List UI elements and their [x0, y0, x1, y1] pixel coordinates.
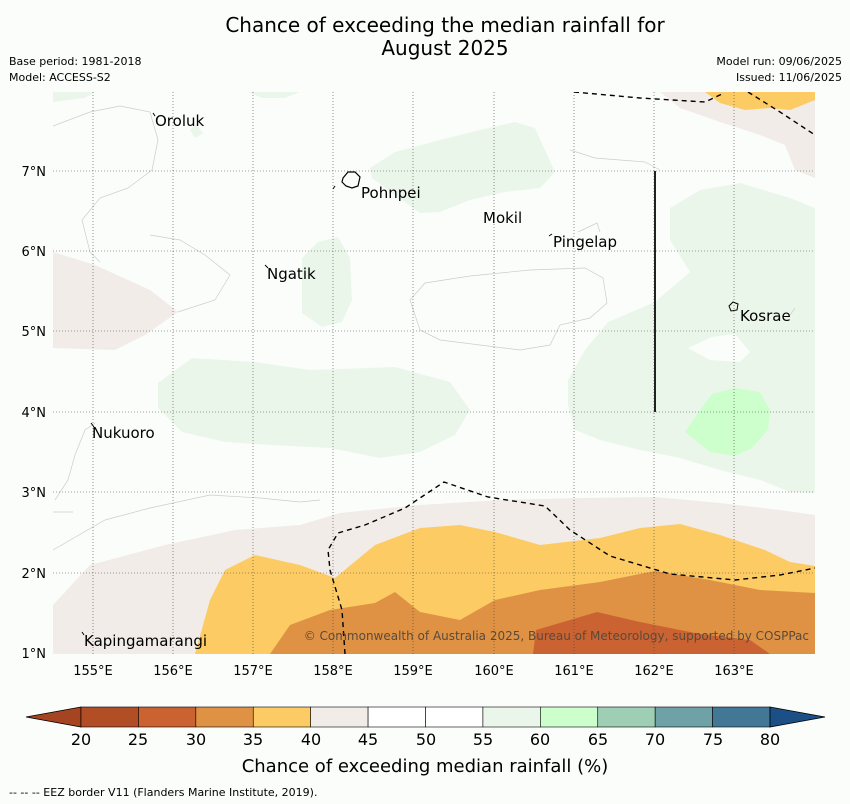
colorbar-tick: 25	[128, 730, 148, 749]
colorbar-tick: 20	[71, 730, 91, 749]
region-40-45-northeast	[660, 92, 815, 178]
label-pingelap: Pingelap	[553, 233, 617, 251]
meta-right: Model run: 09/06/2025 Issued: 11/06/2025	[716, 54, 842, 86]
base-period-text: Base period: 1981-2018	[9, 55, 142, 68]
label-mokil: Mokil	[483, 209, 522, 227]
title-line-1: Chance of exceeding the median rainfall …	[225, 13, 665, 37]
gridlines	[53, 92, 815, 654]
y-tick-label: 5°N	[22, 325, 47, 340]
title-line-2: August 2025	[381, 36, 509, 60]
region-60-65-kosrae	[685, 388, 770, 456]
colorbar-segment	[80, 706, 139, 728]
colorbar-segment	[540, 706, 599, 728]
region-55-60-pohnpei	[370, 122, 555, 213]
colorbar-extension-low	[25, 706, 82, 728]
region-40-45-southwest	[53, 252, 178, 350]
map-plot: Oroluk Pohnpei Mokil Pingelap Ngatik Kos…	[53, 92, 815, 654]
copyright-text: © Commonwealth of Australia 2025, Bureau…	[304, 629, 809, 643]
atoll-marks	[81, 112, 553, 636]
contour-lines	[53, 105, 796, 551]
map-title: Chance of exceeding the median rainfall …	[0, 14, 850, 60]
colorbar-tick-labels: 20 25 30 35 40 45 50 55 60 65 70 75 80	[71, 730, 780, 749]
colorbar-tick: 50	[416, 730, 436, 749]
label-ngatik: Ngatik	[267, 265, 316, 283]
region-55-60-central	[158, 358, 470, 458]
x-tick-label: 160°E	[474, 664, 514, 679]
colorbar-tick: 80	[760, 730, 780, 749]
colorbar-segment	[252, 706, 311, 728]
region-55-60-oroluk	[190, 124, 203, 138]
region-50-55-hole-east	[688, 334, 750, 362]
pohnpei-island-outline	[341, 171, 361, 189]
colorbar-segment	[310, 706, 369, 728]
colorbar-segment	[195, 706, 254, 728]
x-tick-label: 158°E	[313, 664, 353, 679]
eez-footnote: -- -- -- EEZ border V11 (Flanders Marine…	[9, 786, 318, 799]
region-25-30-south	[533, 612, 770, 654]
colorbar-segment	[482, 706, 541, 728]
colorbar-tick: 35	[243, 730, 263, 749]
colorbar-tick: 75	[703, 730, 723, 749]
colorbar-tick: 70	[645, 730, 665, 749]
x-tick-label: 163°E	[714, 664, 754, 679]
x-tick-label: 156°E	[153, 664, 193, 679]
y-tick-label: 6°N	[22, 245, 47, 260]
colorbar	[25, 706, 826, 728]
y-tick-label: 1°N	[22, 647, 47, 662]
label-kapingamarangi: Kapingamarangi	[84, 632, 207, 650]
colorbar-segment	[597, 706, 656, 728]
y-tick-label: 2°N	[22, 567, 47, 582]
region-35-40-northeast	[705, 92, 815, 110]
colorbar-tick: 45	[358, 730, 378, 749]
y-axis-ticks: 7°N 6°N 5°N 4°N 3°N 2°N 1°N	[22, 165, 47, 662]
y-tick-label: 3°N	[22, 486, 47, 501]
label-pohnpei: Pohnpei	[361, 184, 421, 202]
x-tick-label: 162°E	[634, 664, 674, 679]
x-tick-label: 155°E	[73, 664, 113, 679]
colorbar-tick: 60	[530, 730, 550, 749]
x-tick-label: 159°E	[393, 664, 433, 679]
colorbar-tick: 40	[301, 730, 321, 749]
region-55-60-ngatik	[302, 237, 352, 327]
kosrae-island-outline	[728, 301, 739, 312]
y-tick-label: 7°N	[22, 165, 47, 180]
eez-border-lines	[327, 92, 815, 654]
meta-left: Base period: 1981-2018 Model: ACCESS-S2	[9, 54, 141, 86]
colorbar-segment	[367, 706, 426, 728]
colorbar-tick: 55	[473, 730, 493, 749]
colorbar-tick: 30	[186, 730, 206, 749]
colorbar-segment	[712, 706, 771, 728]
label-nukuoro: Nukuoro	[92, 424, 155, 442]
colorbar-label: Chance of exceeding median rainfall (%)	[242, 756, 609, 777]
x-tick-label: 161°E	[554, 664, 594, 679]
x-axis-ticks: 155°E 156°E 157°E 158°E 159°E 160°E 161°…	[73, 664, 754, 679]
model-run-text: Model run: 09/06/2025	[716, 55, 842, 68]
x-tick-label: 157°E	[233, 664, 273, 679]
colorbar-segment	[138, 706, 197, 728]
colorbar-segment	[425, 706, 484, 728]
region-55-60-northwest	[53, 92, 95, 102]
region-55-60-north	[248, 92, 300, 98]
label-oroluk: Oroluk	[155, 112, 204, 130]
issued-text: Issued: 11/06/2025	[735, 71, 842, 84]
y-tick-label: 4°N	[22, 406, 47, 421]
colorbar-segment	[654, 706, 713, 728]
label-kosrae: Kosrae	[740, 307, 791, 325]
model-text: Model: ACCESS-S2	[9, 71, 111, 84]
colorbar-tick: 65	[588, 730, 608, 749]
colorbar-extension-high	[769, 706, 826, 728]
